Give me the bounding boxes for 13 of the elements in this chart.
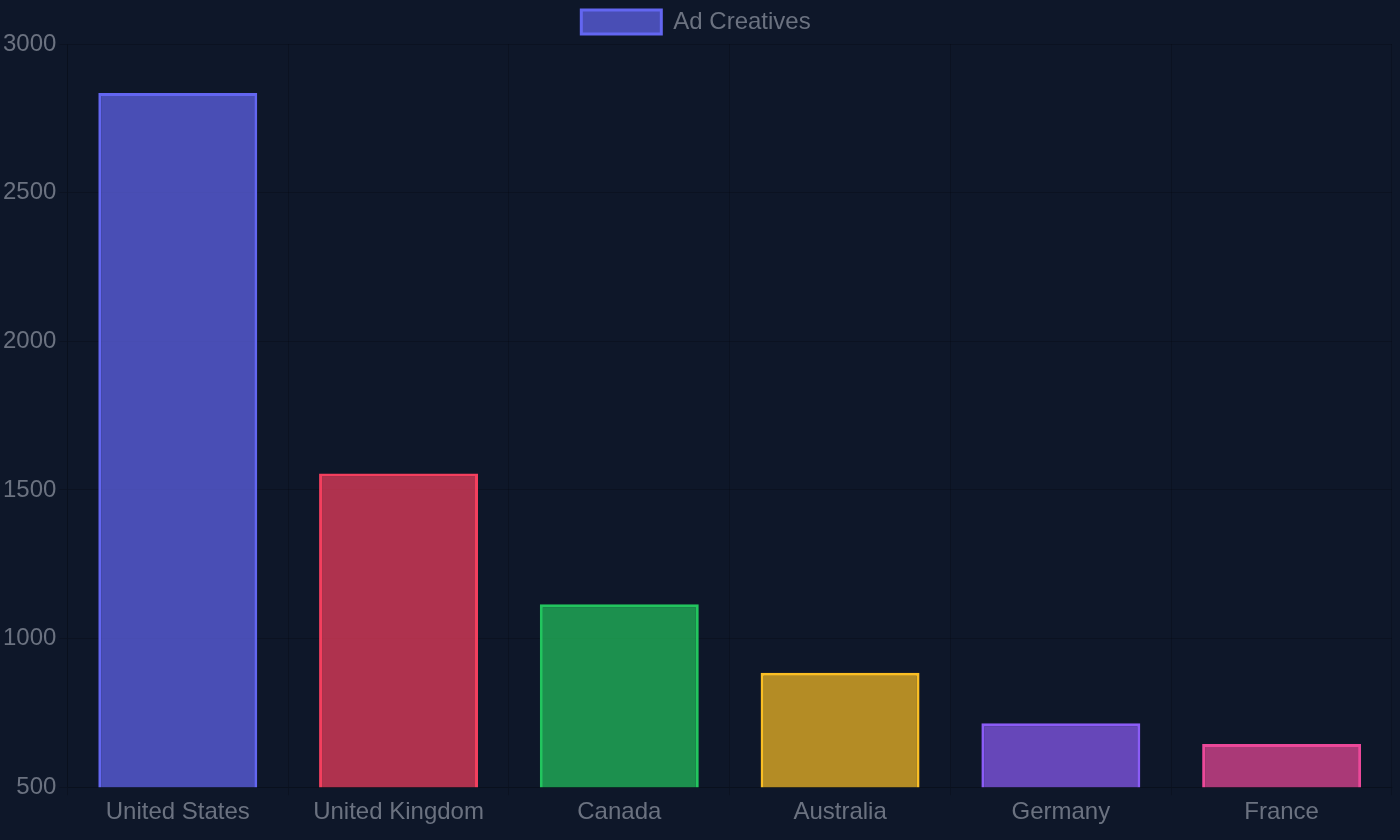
y-tick-label: 500 (16, 771, 57, 799)
x-tick-label: France (1244, 797, 1319, 825)
legend-label: Ad Creatives (673, 6, 811, 34)
y-tick-label: 3000 (3, 28, 57, 56)
y-tick-label: 2500 (3, 177, 57, 205)
y-tick-label: 1500 (3, 474, 57, 502)
x-tick-label: Australia (793, 797, 888, 825)
x-tick-label: Germany (1011, 797, 1111, 825)
x-tick-label: United States (105, 797, 250, 825)
y-tick-label: 1000 (3, 623, 57, 651)
y-tick-label: 2000 (3, 325, 57, 353)
x-tick-label: United Kingdom (313, 797, 484, 825)
x-tick-label: Canada (577, 797, 662, 825)
